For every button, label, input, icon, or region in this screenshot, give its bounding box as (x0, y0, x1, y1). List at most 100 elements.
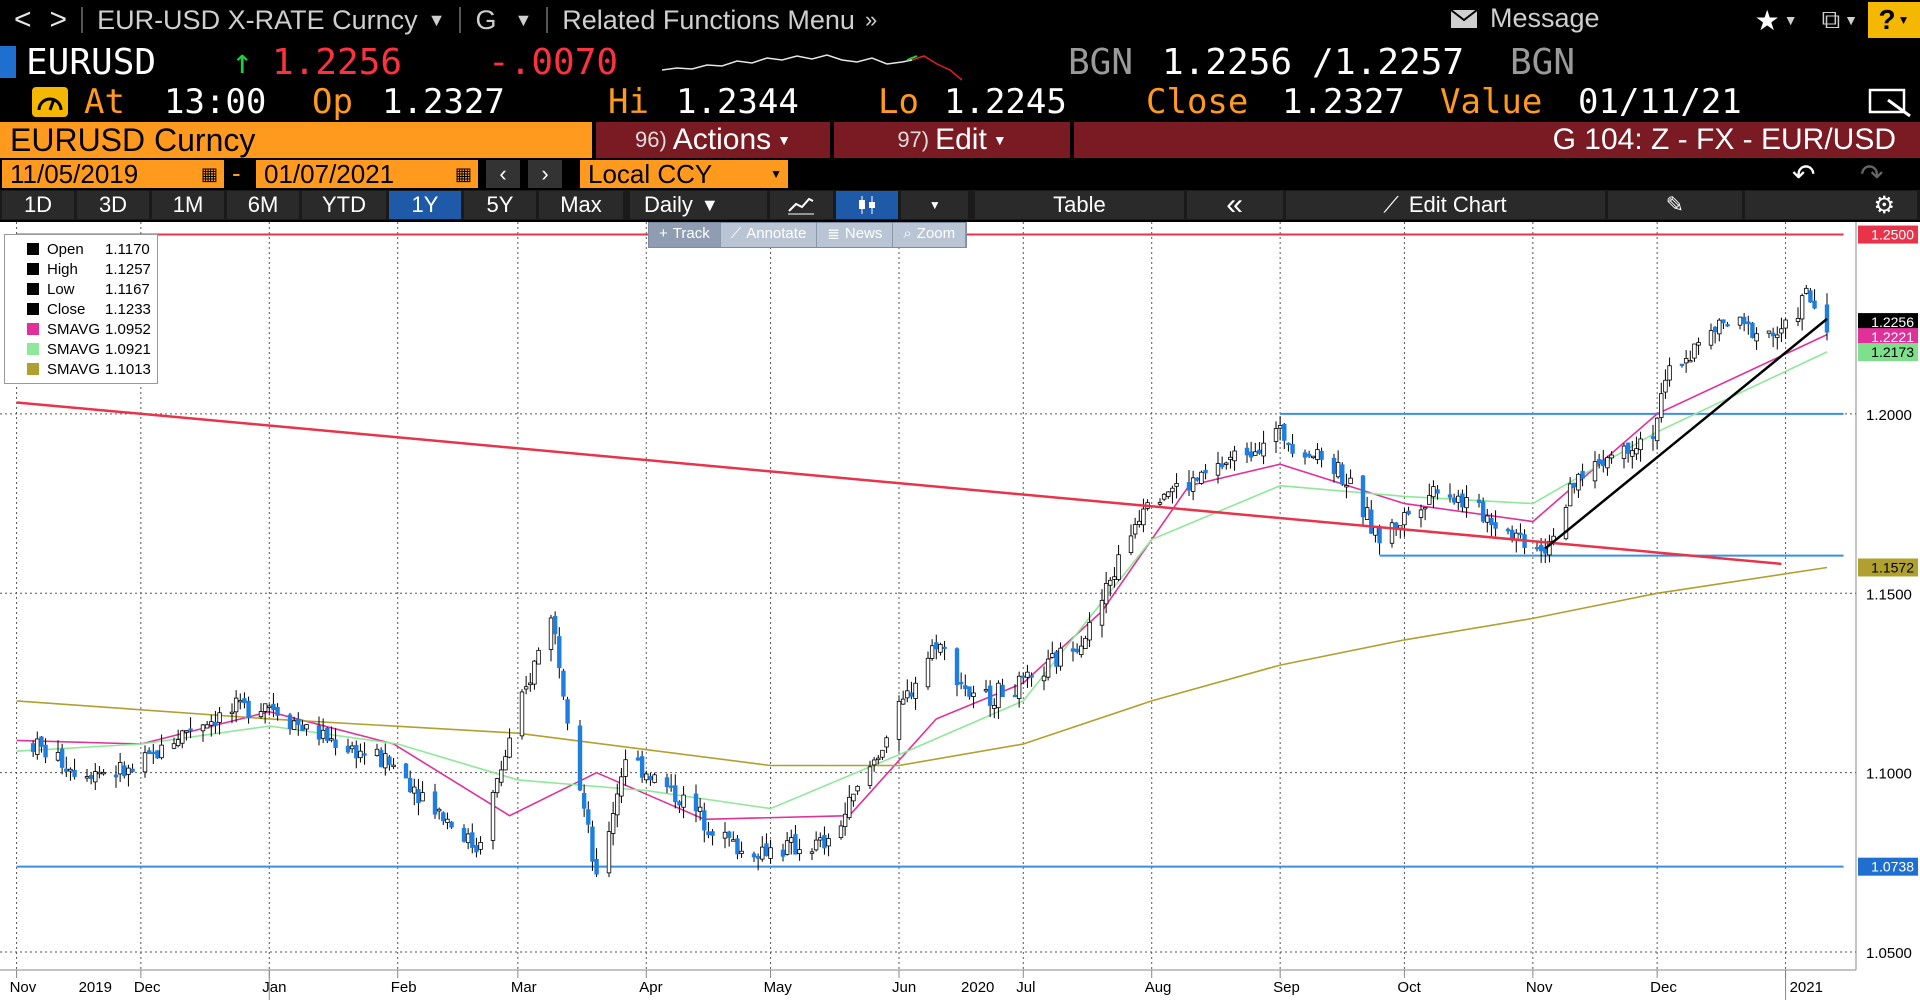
calendar-icon[interactable]: ▦ (200, 163, 218, 184)
value-label: Value (1440, 82, 1543, 122)
settings-button[interactable]: ⚙ (1745, 191, 1917, 219)
candle-body (615, 793, 620, 816)
chart-type-dropdown[interactable]: ▼ (901, 191, 969, 219)
candle-body (896, 700, 902, 740)
tool-track[interactable]: + Track (649, 223, 721, 247)
chevron-down-icon[interactable]: ▼ (1783, 12, 1798, 28)
price-tag-bg (1858, 857, 1918, 876)
period-max[interactable]: Max (539, 191, 623, 219)
forward-button[interactable]: > (49, 3, 68, 36)
message-button[interactable]: Message (1450, 3, 1600, 34)
candle-body (1596, 459, 1602, 465)
candle-body (739, 850, 744, 854)
candle-body (1754, 333, 1759, 342)
candle-body (233, 697, 239, 713)
candle-body (532, 660, 537, 685)
candle-body (731, 839, 736, 842)
price-chart[interactable]: 1.2000 1.1500 1.1000 1.0500 Nov Dec Jan Feb Mar… (0, 222, 1920, 1000)
calendar-icon[interactable]: ▦ (454, 163, 472, 184)
prev-range-button[interactable]: ‹ (486, 160, 520, 188)
screenshot-icon[interactable] (1868, 88, 1912, 118)
draw-tool-button[interactable]: ✎ (1607, 191, 1743, 219)
chart-id-box: G 104: Z - FX - EUR/USD (1074, 122, 1920, 158)
chevron-down-icon[interactable]: ▼ (427, 9, 446, 30)
star-icon[interactable]: ★ (1754, 4, 1780, 36)
candle-body (1074, 648, 1080, 653)
candle-chart-button[interactable] (835, 191, 899, 219)
candle-body (449, 821, 454, 828)
period-1y[interactable]: 1Y (389, 191, 461, 219)
chevron-down-icon[interactable]: ▼ (514, 9, 533, 30)
currency-select[interactable]: Local CCY ▼ (580, 158, 788, 189)
candle-body (470, 832, 475, 848)
period-1m[interactable]: 1M (152, 191, 224, 219)
candle-body (1311, 455, 1316, 459)
candle-body (68, 768, 73, 772)
legend-value: 1.0952 (105, 320, 151, 338)
candle-body (1625, 442, 1631, 454)
candle-body (1393, 522, 1399, 529)
candle-body (1389, 522, 1395, 544)
window-icon[interactable]: ⧉ (1821, 4, 1841, 34)
next-range-button[interactable]: › (528, 160, 562, 188)
divider (81, 7, 84, 33)
undo-icon[interactable]: ↶ (1792, 159, 1816, 190)
price-tag-bg (1858, 343, 1918, 362)
edit-menu[interactable]: 97) Edit ▼ (834, 122, 1070, 158)
actions-menu[interactable]: 96) Actions ▼ (596, 122, 830, 158)
period-1d[interactable]: 1D (2, 191, 74, 219)
candle-body (1012, 694, 1018, 698)
redo-icon[interactable]: ↷ (1860, 159, 1884, 190)
frequency-select[interactable]: Daily ▼ (630, 191, 767, 219)
candle-body (1783, 319, 1788, 329)
currency-value: Local CCY (588, 158, 713, 189)
help-button[interactable]: ? ▼ (1868, 2, 1920, 38)
candle-body (126, 767, 131, 775)
period-5y[interactable]: 5Y (464, 191, 536, 219)
line-chart-button[interactable] (769, 191, 833, 219)
end-date-field[interactable]: 01/07/2021 ▦ (256, 159, 478, 189)
ohlc-line: At 13:00 Op 1.2327 Hi 1.2344 Lo 1.2245 C… (0, 82, 1920, 122)
candle-body (200, 724, 206, 732)
candle-body (1174, 483, 1179, 487)
period-ytd[interactable]: YTD (302, 191, 386, 219)
legend-swatch (27, 343, 39, 355)
candle-body (1447, 494, 1453, 498)
tool-news[interactable]: ≣ News (817, 223, 894, 247)
security-selector[interactable]: EUR-USD X-RATE Curncy (97, 4, 418, 35)
candle-body (362, 753, 367, 756)
tool-track-icon: + (659, 225, 668, 242)
x-month-label: Apr (639, 979, 662, 996)
period-6m[interactable]: 6M (227, 191, 299, 219)
candle-body (300, 724, 305, 732)
table-button[interactable]: Table (975, 191, 1184, 219)
edit-chart-button[interactable]: ⟋ Edit Chart (1285, 191, 1605, 219)
collapse-button[interactable]: « (1186, 188, 1283, 221)
start-date-field[interactable]: 11/05/2019 ▦ (2, 159, 224, 189)
candle-body (441, 812, 446, 822)
help-label: ? (1878, 4, 1896, 35)
x-year-label: 2020 (961, 979, 994, 996)
candle-body (693, 793, 699, 812)
double-chevron-icon[interactable]: » (864, 7, 878, 32)
candle-body (72, 769, 77, 777)
tool-annotate[interactable]: ⟋ Annotate (721, 223, 818, 247)
candle-body (668, 785, 674, 788)
tool-zoom[interactable]: ⌕ Zoom (893, 223, 967, 247)
candle-body (577, 725, 583, 791)
quote-time: 13:00 (164, 82, 267, 122)
candle-body (238, 699, 243, 703)
chevron-down-icon[interactable]: ▼ (1844, 12, 1858, 28)
candle-body (175, 739, 181, 747)
period-3d[interactable]: 3D (77, 191, 149, 219)
x-month-label: Dec (1650, 979, 1677, 996)
candle-body (354, 745, 359, 759)
back-button[interactable]: < (14, 3, 32, 36)
function-selector[interactable]: G (475, 4, 497, 35)
candle-body (1029, 675, 1034, 678)
related-functions-menu[interactable]: Related Functions Menu (562, 4, 855, 35)
chart-background (0, 222, 1920, 1000)
candle-body (358, 750, 363, 759)
candle-body (900, 698, 906, 705)
